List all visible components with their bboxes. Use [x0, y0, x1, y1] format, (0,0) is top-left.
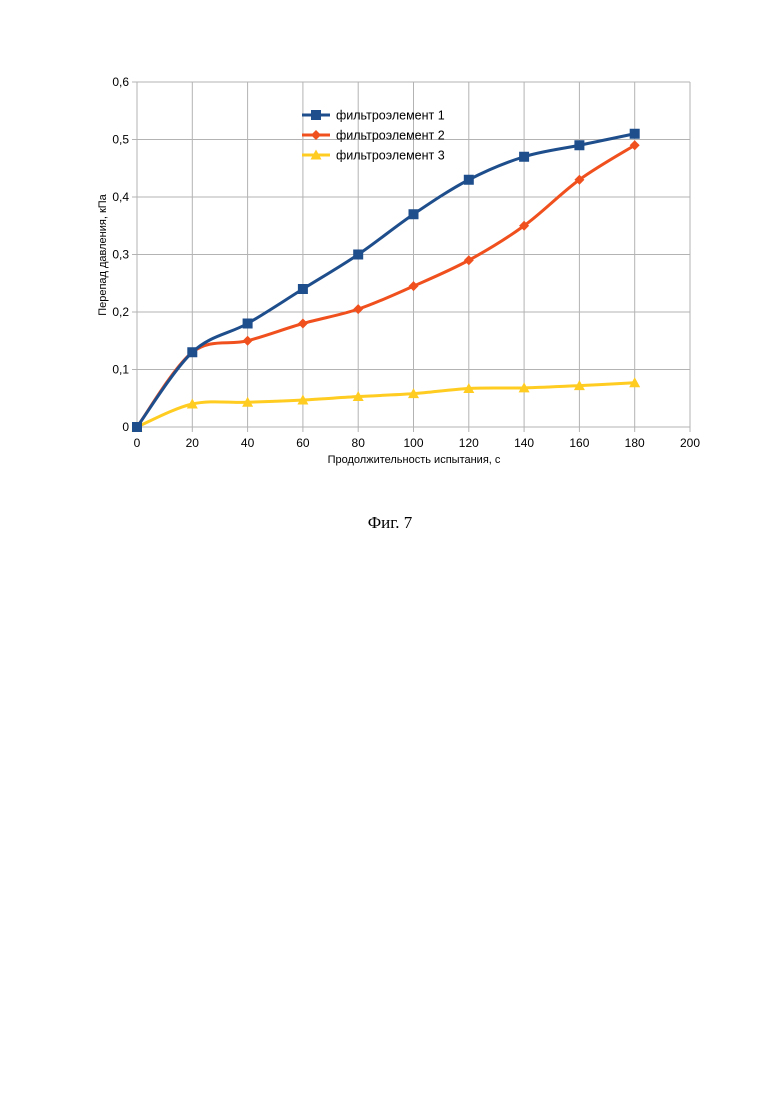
series-3 [131, 377, 641, 432]
triangle-marker [408, 388, 419, 399]
y-tick-label: 0,1 [112, 363, 129, 377]
triangle-marker [629, 377, 641, 388]
x-tick-label: 140 [514, 436, 534, 450]
y-tick-label: 0,3 [112, 248, 129, 262]
triangle-marker [297, 394, 309, 405]
diamond-marker [297, 318, 308, 329]
figure-caption: Фиг. 7 [367, 513, 413, 532]
square-marker [242, 318, 253, 329]
x-tick-label: 120 [459, 436, 479, 450]
diamond-marker [408, 281, 419, 292]
series-2-line [135, 143, 637, 429]
legend: фильтроэлемент 1 фильтроэлемент 2 фильтроэ… [302, 109, 445, 163]
triangle-marker [242, 396, 254, 407]
y-tick-label: 0,2 [112, 305, 129, 319]
y-tick-label: 0,5 [112, 133, 129, 147]
diamond-marker [242, 335, 253, 346]
x-tick-label: 20 [186, 436, 200, 450]
triangle-marker [463, 382, 475, 393]
legend-item-2: фильтроэлемент 2 [302, 129, 445, 143]
series-1-line [135, 132, 637, 429]
legend-item-3: фильтроэлемент 3 [302, 149, 445, 163]
triangle-marker [573, 380, 585, 391]
legend-label: фильтроэлемент 3 [336, 149, 445, 163]
legend-item-1: фильтроэлемент 1 [302, 109, 445, 123]
diamond-marker [353, 304, 364, 315]
y-axis-label: Перепад давления, кПа [97, 193, 109, 315]
diamond-marker [629, 140, 640, 151]
series-1 [132, 128, 640, 432]
square-marker [519, 151, 530, 162]
triangle-marker [186, 398, 198, 409]
x-tick-label: 80 [352, 436, 366, 450]
square-marker [408, 209, 419, 220]
diamond-marker [519, 220, 530, 231]
square-marker [463, 174, 474, 185]
triangle-marker [352, 391, 364, 402]
series-group [131, 128, 641, 432]
y-axis-ticks: 0 0,1 0,2 0,3 0,4 0,5 0,6 [112, 75, 129, 434]
diamond-marker [463, 255, 474, 266]
line-chart: 0 20 40 60 80 100 120 140 160 180 200 0 0,1 0,2 0,3 0,… [97, 75, 701, 466]
x-tick-label: 40 [241, 436, 255, 450]
x-tick-label: 160 [569, 436, 589, 450]
grid [132, 81, 691, 432]
y-tick-label: 0,4 [112, 190, 129, 204]
x-tick-label: 60 [296, 436, 310, 450]
x-axis-label: Продолжительность испытания, с [328, 454, 501, 466]
square-marker [132, 422, 142, 432]
legend-label: фильтроэлемент 1 [336, 109, 445, 123]
y-tick-label: 0,6 [112, 75, 129, 89]
x-tick-label: 100 [403, 436, 423, 450]
series-3-line [135, 381, 637, 429]
triangle-marker [310, 149, 322, 160]
square-marker [353, 249, 364, 260]
square-marker [311, 110, 321, 120]
square-marker [187, 347, 198, 358]
series-2 [132, 140, 640, 432]
x-tick-label: 0 [134, 436, 141, 450]
x-tick-label: 200 [680, 436, 700, 450]
x-axis-ticks: 0 20 40 60 80 100 120 140 160 180 200 [134, 436, 701, 450]
legend-label: фильтроэлемент 2 [336, 129, 445, 143]
diamond-marker [574, 174, 585, 185]
y-tick-label: 0 [122, 420, 129, 434]
square-marker [574, 140, 585, 151]
square-marker [629, 128, 640, 139]
square-marker [297, 284, 308, 294]
diamond-marker [311, 130, 321, 140]
x-tick-label: 180 [625, 436, 645, 450]
triangle-marker [518, 382, 530, 393]
